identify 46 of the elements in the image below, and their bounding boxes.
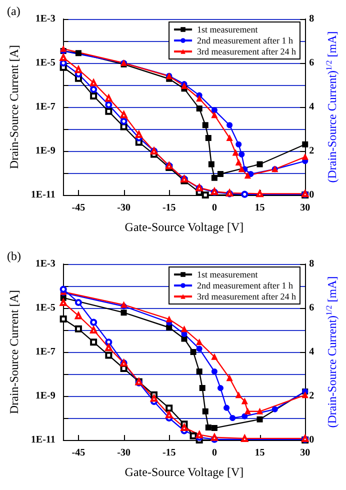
y2-tick-label: 6 <box>309 58 314 68</box>
x-axis-title: Gate-Source Voltage [V] <box>124 465 244 479</box>
x-tick-label: 15 <box>254 448 265 458</box>
y-tick-label: 1E-11 <box>30 434 56 446</box>
y-tick-label: 1E-3 <box>35 258 56 270</box>
legend-label: 2nd measurement after 1 h <box>197 36 294 46</box>
x-tick-label: -15 <box>162 202 176 214</box>
x-tick-label: -45 <box>72 202 86 214</box>
y2-tick-label: 2 <box>309 390 314 402</box>
x-tick-label: 15 <box>254 202 265 214</box>
y2-tick-label: 0 <box>309 190 314 200</box>
legend-label: 3rd measurement after 24 h <box>197 46 296 56</box>
x-tick-label: 30 <box>300 202 310 214</box>
legend-label: 1st measurement <box>197 24 258 34</box>
y-tick-label: 1E-9 <box>35 146 56 156</box>
y-axis-title: Drain-Source Current [A] <box>7 290 21 414</box>
y2-axis-title: (Drain-Source Current)1/2 [mA] <box>324 276 339 428</box>
x-axis-title: Gate-Source Voltage [V] <box>124 220 244 234</box>
chart-title: (a) <box>7 4 20 18</box>
y2-tick-label: 8 <box>309 14 314 24</box>
legend-label: 3rd measurement after 24 h <box>197 292 296 302</box>
x-tick-label: 30 <box>300 448 310 458</box>
y-tick-label: 1E-3 <box>35 14 56 24</box>
y2-tick-label: 2 <box>309 146 314 156</box>
y2-tick-label: 4 <box>309 102 314 112</box>
x-tick-label: 0 <box>212 202 217 214</box>
y2-tick-label: 8 <box>309 258 314 270</box>
legend-label: 2nd measurement after 1 h <box>197 280 294 290</box>
y2-tick-label: 0 <box>309 434 314 446</box>
y-tick-label: 1E-11 <box>30 190 56 200</box>
y-tick-label: 1E-7 <box>35 346 56 358</box>
y-tick-label: 1E-5 <box>35 58 56 68</box>
x-tick-label: -45 <box>72 448 86 458</box>
legend-label: 1st measurement <box>197 270 258 280</box>
y2-tick-label: 4 <box>309 346 314 358</box>
x-tick-label: 0 <box>212 448 217 458</box>
x-tick-label: -15 <box>162 448 176 458</box>
x-tick-label: -30 <box>117 202 130 214</box>
x-tick-label: -30 <box>117 448 130 458</box>
y2-axis-title: (Drain-Source Current)1/2 [mA] <box>324 31 339 183</box>
y2-tick-label: 6 <box>309 302 314 314</box>
y-tick-label: 1E-7 <box>35 102 56 112</box>
y-tick-label: 1E-9 <box>35 390 56 402</box>
y-tick-label: 1E-5 <box>35 302 56 314</box>
y-axis-title: Drain-Source Current [A] <box>7 45 21 169</box>
chart-title: (b) <box>7 249 21 263</box>
